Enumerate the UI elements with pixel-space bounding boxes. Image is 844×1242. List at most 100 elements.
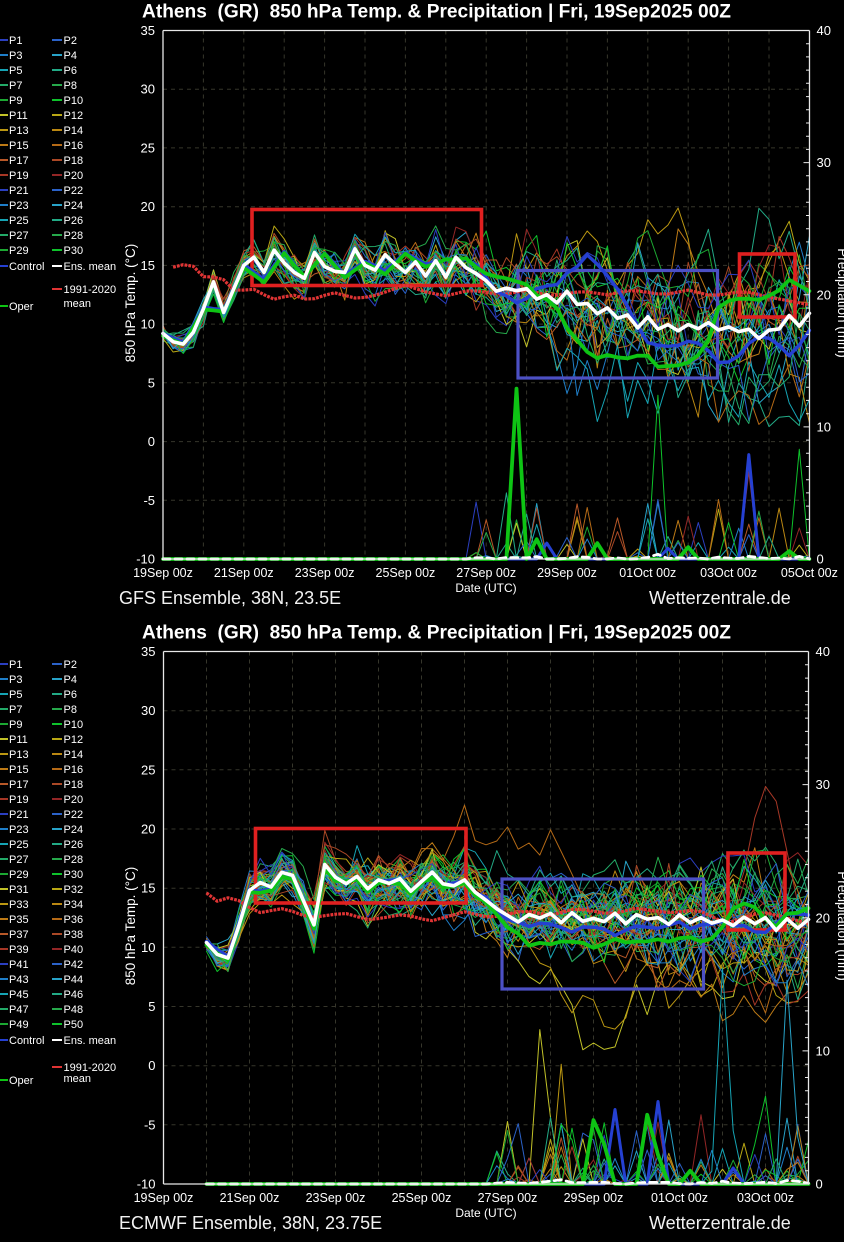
svg-text:Control: Control [9,261,44,273]
svg-text:P13: P13 [9,125,29,137]
svg-text:P24: P24 [64,824,84,836]
svg-text:P32: P32 [64,884,84,896]
svg-text:P7: P7 [9,80,22,92]
svg-text:Ens. mean: Ens. mean [64,261,117,273]
svg-text:P13: P13 [9,749,29,761]
svg-text:850 hPa Temp. (°C): 850 hPa Temp. (°C) [123,244,138,362]
svg-text:P12: P12 [64,110,84,122]
svg-text:P18: P18 [64,155,84,167]
svg-text:P2: P2 [64,659,77,671]
svg-text:ECMWF Ensemble, 38N, 23.75E: ECMWF Ensemble, 38N, 23.75E [119,1213,382,1233]
svg-text:05Oct 00z: 05Oct 00z [781,566,838,580]
svg-text:Ens. mean: Ens. mean [64,1035,117,1047]
svg-text:P1: P1 [9,35,22,47]
svg-text:850 hPa Temp. (°C): 850 hPa Temp. (°C) [123,867,138,985]
svg-text:P11: P11 [9,110,28,122]
svg-text:19Sep 00z: 19Sep 00z [134,1191,194,1205]
svg-text:P30: P30 [64,869,84,881]
svg-text:P23: P23 [9,200,29,212]
svg-text:P34: P34 [64,899,84,911]
svg-text:20: 20 [817,287,831,302]
svg-text:25Sep 00z: 25Sep 00z [392,1191,452,1205]
svg-text:P50: P50 [64,1019,84,1031]
svg-text:P36: P36 [64,914,84,926]
svg-text:1991-2020: 1991-2020 [64,1062,117,1074]
svg-text:P48: P48 [64,1004,84,1016]
svg-text:-5: -5 [143,493,155,508]
svg-text:P23: P23 [9,824,29,836]
svg-text:P45: P45 [9,989,29,1001]
svg-text:Oper: Oper [9,301,34,313]
svg-text:P1: P1 [9,659,22,671]
svg-text:20: 20 [141,822,155,837]
svg-text:P38: P38 [64,929,84,941]
svg-text:mean: mean [64,298,92,310]
svg-text:P14: P14 [64,749,84,761]
svg-text:P27: P27 [9,230,29,242]
svg-text:P24: P24 [64,200,84,212]
svg-text:P17: P17 [9,155,29,167]
svg-text:P4: P4 [64,50,77,62]
svg-text:P3: P3 [9,674,22,686]
svg-text:30: 30 [141,703,155,718]
svg-text:P25: P25 [9,215,29,227]
svg-text:Oper: Oper [9,1075,34,1087]
svg-text:Date (UTC): Date (UTC) [455,1206,516,1220]
svg-text:30: 30 [141,82,155,97]
svg-text:P49: P49 [9,1019,29,1031]
svg-text:10: 10 [816,1043,830,1058]
svg-text:25: 25 [141,762,155,777]
svg-text:19Sep 00z: 19Sep 00z [133,566,193,580]
svg-text:P19: P19 [9,794,29,806]
svg-text:P35: P35 [9,914,29,926]
svg-text:0: 0 [148,434,155,449]
svg-text:30: 30 [817,155,831,170]
svg-text:P20: P20 [64,170,84,182]
svg-text:P3: P3 [9,50,22,62]
svg-text:30: 30 [816,777,830,792]
svg-text:P25: P25 [9,839,29,851]
svg-text:-10: -10 [136,552,155,567]
svg-text:P27: P27 [9,854,29,866]
svg-text:29Sep 00z: 29Sep 00z [564,1191,624,1205]
svg-text:P44: P44 [64,974,84,986]
svg-text:03Oct 00z: 03Oct 00z [737,1191,794,1205]
svg-text:P10: P10 [64,95,84,107]
svg-text:Wetterzentrale.de: Wetterzentrale.de [649,1213,791,1233]
svg-text:P19: P19 [9,170,29,182]
svg-text:P33: P33 [9,899,29,911]
svg-text:10: 10 [141,317,155,332]
svg-text:P47: P47 [9,1004,29,1016]
svg-text:21Sep 00z: 21Sep 00z [214,566,274,580]
svg-text:P17: P17 [9,779,29,791]
svg-text:P39: P39 [9,944,29,956]
svg-text:P18: P18 [64,779,84,791]
svg-text:P20: P20 [64,794,84,806]
svg-text:21Sep 00z: 21Sep 00z [220,1191,280,1205]
svg-text:P16: P16 [64,140,84,152]
svg-text:GFS Ensemble, 38N, 23.5E: GFS Ensemble, 38N, 23.5E [119,588,341,608]
svg-text:P4: P4 [64,674,77,686]
svg-text:20: 20 [816,910,830,925]
svg-text:P42: P42 [64,959,84,971]
svg-text:P31: P31 [9,884,29,896]
svg-text:P11: P11 [9,734,28,746]
svg-text:40: 40 [816,644,830,659]
svg-text:Date (UTC): Date (UTC) [455,581,516,595]
svg-text:P9: P9 [9,95,22,107]
svg-text:Wetterzentrale.de: Wetterzentrale.de [649,588,791,608]
svg-text:P16: P16 [64,764,84,776]
svg-text:0: 0 [148,1058,155,1073]
svg-text:03Oct 00z: 03Oct 00z [700,566,757,580]
svg-text:Control: Control [9,1035,44,1047]
svg-text:-10: -10 [137,1177,156,1192]
svg-text:P26: P26 [64,215,84,227]
svg-text:P14: P14 [64,125,84,137]
svg-text:Precipitation (mm): Precipitation (mm) [835,871,844,981]
svg-text:-5: -5 [144,1117,156,1132]
svg-text:P40: P40 [64,944,84,956]
svg-text:P43: P43 [9,974,29,986]
svg-text:25: 25 [141,140,155,155]
svg-text:P12: P12 [64,734,84,746]
svg-text:23Sep 00z: 23Sep 00z [306,1191,366,1205]
